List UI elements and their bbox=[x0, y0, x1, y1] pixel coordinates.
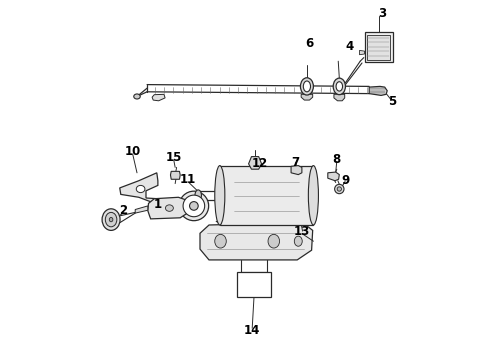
Ellipse shape bbox=[335, 184, 344, 194]
Ellipse shape bbox=[166, 205, 173, 211]
Polygon shape bbox=[152, 94, 165, 101]
Bar bbox=[237, 272, 271, 297]
Text: 13: 13 bbox=[294, 225, 310, 238]
Bar bbox=[220, 166, 314, 225]
Text: 3: 3 bbox=[378, 7, 386, 20]
Ellipse shape bbox=[136, 185, 145, 193]
Polygon shape bbox=[135, 206, 148, 213]
Ellipse shape bbox=[109, 217, 113, 222]
Ellipse shape bbox=[215, 166, 225, 225]
Polygon shape bbox=[171, 171, 180, 179]
Text: 6: 6 bbox=[306, 37, 314, 50]
Ellipse shape bbox=[215, 234, 226, 248]
Text: 9: 9 bbox=[341, 174, 349, 186]
Bar bbox=[365, 32, 392, 62]
Ellipse shape bbox=[294, 236, 302, 246]
Polygon shape bbox=[360, 50, 365, 55]
Text: 1: 1 bbox=[154, 198, 162, 211]
Text: 4: 4 bbox=[345, 40, 353, 53]
Text: 10: 10 bbox=[124, 145, 141, 158]
Ellipse shape bbox=[337, 187, 342, 191]
Text: 5: 5 bbox=[389, 95, 397, 108]
Ellipse shape bbox=[134, 94, 140, 99]
Ellipse shape bbox=[195, 190, 201, 201]
Polygon shape bbox=[291, 166, 302, 175]
Ellipse shape bbox=[333, 78, 345, 95]
Text: 14: 14 bbox=[244, 324, 260, 337]
Text: 11: 11 bbox=[180, 173, 196, 186]
Ellipse shape bbox=[336, 82, 343, 91]
Ellipse shape bbox=[105, 212, 117, 227]
Polygon shape bbox=[248, 157, 262, 169]
Ellipse shape bbox=[308, 166, 318, 225]
Ellipse shape bbox=[183, 195, 205, 217]
Polygon shape bbox=[369, 86, 387, 95]
Text: 7: 7 bbox=[292, 156, 299, 169]
Polygon shape bbox=[120, 173, 158, 204]
Polygon shape bbox=[148, 197, 189, 219]
Text: 12: 12 bbox=[251, 157, 268, 170]
Text: 8: 8 bbox=[333, 153, 341, 166]
Ellipse shape bbox=[300, 78, 314, 95]
Polygon shape bbox=[301, 94, 313, 100]
Bar bbox=[367, 35, 391, 60]
Ellipse shape bbox=[268, 234, 280, 248]
Text: 15: 15 bbox=[166, 151, 182, 164]
Polygon shape bbox=[328, 172, 339, 181]
Polygon shape bbox=[200, 221, 313, 260]
Ellipse shape bbox=[190, 202, 198, 210]
Polygon shape bbox=[334, 94, 345, 101]
Ellipse shape bbox=[179, 191, 209, 221]
Text: 2: 2 bbox=[119, 204, 127, 217]
Ellipse shape bbox=[102, 209, 120, 230]
Ellipse shape bbox=[303, 81, 311, 92]
